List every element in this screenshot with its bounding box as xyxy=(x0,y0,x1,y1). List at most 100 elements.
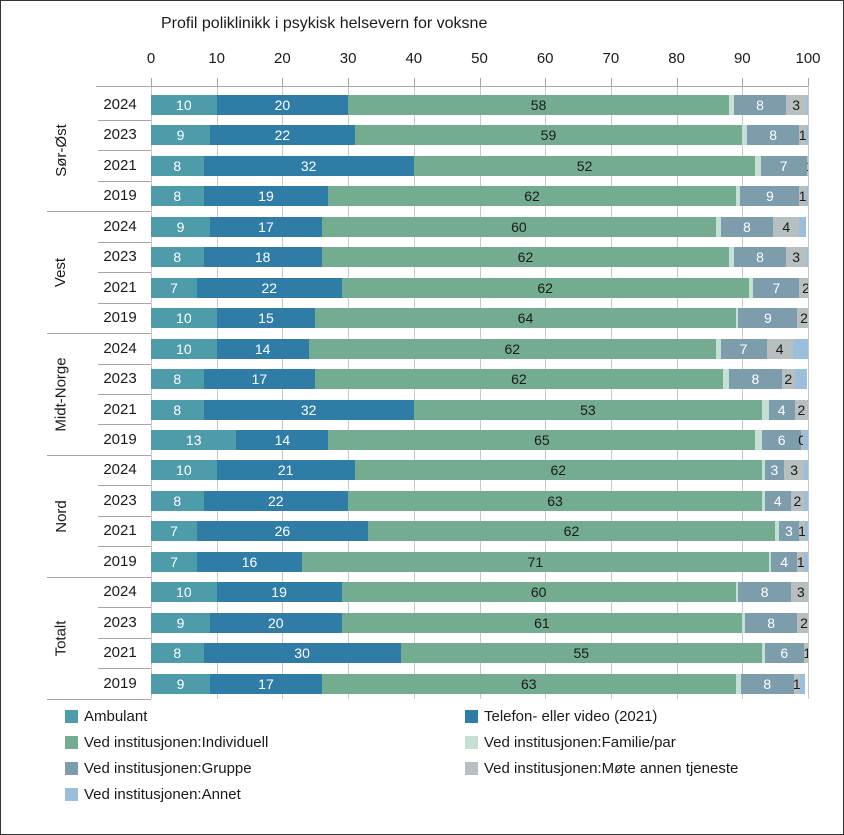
bar-row: 10 14 62 7 4 xyxy=(151,338,808,359)
bar-segment-value: 1 xyxy=(798,523,806,540)
bar-segment-gruppe: 8 xyxy=(729,369,782,390)
bar-segment-value: 17 xyxy=(258,675,274,692)
axis-tick xyxy=(216,78,218,86)
legend-label: Ved institusjonen:Annet xyxy=(84,786,241,803)
bar-segment-individuell: 58 xyxy=(348,95,730,115)
legend: Ambulant Telefon- eller video (2021) Ved i… xyxy=(65,708,738,803)
bar-segment-telefon_video: 17 xyxy=(210,673,322,694)
bar-segment-value: 62 xyxy=(517,249,534,266)
bar-segment-mote_annen: 0 xyxy=(798,429,806,450)
bar-row: 10 21 62 3 3 xyxy=(151,460,808,481)
bar-segment-individuell: 62 xyxy=(315,369,723,390)
bar-segment-familie_par xyxy=(735,186,741,207)
year-label: 2023 xyxy=(103,370,137,388)
bar-segment-gruppe: 9 xyxy=(738,308,798,329)
bar-segment-value: 19 xyxy=(258,188,274,205)
bar-row: 8 32 52 7 1 xyxy=(151,155,808,176)
bar-segment-telefon_video: 17 xyxy=(203,369,316,390)
year-label: 2021 xyxy=(103,156,137,174)
bar-segment-gruppe: 8 xyxy=(744,612,798,633)
axis-tick xyxy=(676,78,678,86)
gridline xyxy=(808,86,809,699)
bar-segment-gruppe: 4 xyxy=(764,490,791,511)
bar-segment-value: 1 xyxy=(806,159,808,173)
bar-segment-value: 1 xyxy=(798,188,807,205)
bar-segment-value: 7 xyxy=(739,340,748,357)
bar-segment-gruppe: 8 xyxy=(733,247,787,268)
bar-segment-value: 3 xyxy=(770,462,779,479)
bar-row: 7 22 62 7 2 xyxy=(151,277,808,298)
bar-segment-ambulant: 7 xyxy=(151,521,197,542)
bar-row: 8 30 55 61 xyxy=(151,643,808,664)
bar-segment-value: 14 xyxy=(274,431,291,448)
bar-segment-familie_par xyxy=(742,612,745,633)
bar-segment-familie_par xyxy=(715,338,721,359)
bar-segment-familie_par xyxy=(742,125,747,146)
bar-segment-ambulant: 9 xyxy=(151,216,211,237)
bar-segment-value: 8 xyxy=(760,584,769,601)
bar-segment-individuell: 62 xyxy=(341,277,749,298)
bar-segment-value: 63 xyxy=(547,492,563,509)
bar-segment-telefon_video: 19 xyxy=(203,186,329,207)
bar-segment-gruppe: 8 xyxy=(720,216,774,237)
bar-segment-ambulant: 8 xyxy=(151,186,204,207)
year-label: 2019 xyxy=(103,187,137,205)
year-label: 2019 xyxy=(103,430,137,448)
axis-tick xyxy=(808,78,809,86)
group-label-text: Midt-Norge xyxy=(52,357,70,432)
bar-segment-mote_annen: 2 xyxy=(797,612,808,633)
bar-segment-ambulant: 8 xyxy=(151,369,204,390)
bar-row: 9 20 61 8 2 xyxy=(151,612,808,633)
bar-row: 10 15 64 9 2 xyxy=(151,308,808,329)
axis-tick-label: 60 xyxy=(536,50,554,67)
bar-segment-gruppe: 3 xyxy=(779,521,799,542)
axis-tick xyxy=(151,78,152,86)
axis-tick-label: 50 xyxy=(471,50,488,67)
bar-segment-value: 3 xyxy=(790,462,799,479)
bar-segment-value: 8 xyxy=(173,249,182,266)
bar-segment-value: 63 xyxy=(520,675,537,692)
x-axis-line xyxy=(96,86,808,87)
gridline xyxy=(348,86,350,699)
bar-segment-value: 62 xyxy=(524,188,540,205)
bar-segment-gruppe: 3 xyxy=(764,460,785,481)
year-label: 2021 xyxy=(103,522,137,540)
legend-item-gruppe: Ved institusjonen:Gruppe xyxy=(65,760,465,777)
bar-segment-value: 64 xyxy=(517,310,534,327)
gridline xyxy=(742,86,744,699)
bar-segment-value: 0 xyxy=(798,433,806,447)
bar-segment-value: 71 xyxy=(527,553,544,570)
axis-tick xyxy=(610,78,612,86)
bar-row: 9 22 59 8 1 xyxy=(151,125,808,146)
bar-segment-value: 61 xyxy=(534,614,550,631)
bar-segment-value: 4 xyxy=(782,218,791,235)
year-label: 2019 xyxy=(103,552,137,570)
bar-segment-value: 3 xyxy=(792,249,801,266)
bar-segment-mote_annen: 2 xyxy=(790,490,804,511)
bar-segment-value: 7 xyxy=(170,553,178,570)
bar-segment-value: 30 xyxy=(294,645,310,662)
legend-item-ambulant: Ambulant xyxy=(65,708,465,725)
bar-segment-value: 22 xyxy=(268,492,284,509)
gridline xyxy=(413,86,415,699)
bar-segment-individuell: 71 xyxy=(302,551,769,572)
bar-segment-value: 8 xyxy=(742,218,751,235)
bar-segment-familie_par xyxy=(761,460,765,481)
group-separator xyxy=(47,333,151,335)
bar-segment-gruppe: 6 xyxy=(764,643,805,664)
bar-row: 8 22 63 4 2 xyxy=(151,490,808,511)
chart-title: Profil poliklinikk i psykisk helsevern f… xyxy=(161,15,488,32)
bar-segment-value: 1 xyxy=(798,127,807,144)
bar-segment-annet xyxy=(799,216,806,237)
bar-segment-value: 21 xyxy=(277,462,294,479)
bar-segment-gruppe: 7 xyxy=(720,338,767,359)
bar-segment-value: 19 xyxy=(271,584,287,601)
bar-segment-value: 9 xyxy=(765,188,774,205)
bar-segment-individuell: 60 xyxy=(321,216,716,237)
bar-segment-value: 9 xyxy=(176,614,185,631)
year-separator xyxy=(98,180,151,182)
bar-segment-value: 8 xyxy=(751,371,760,388)
bar-segment-mote_annen: 3 xyxy=(786,247,806,268)
year-separator xyxy=(98,394,151,395)
bar-segment-individuell: 60 xyxy=(341,582,736,603)
